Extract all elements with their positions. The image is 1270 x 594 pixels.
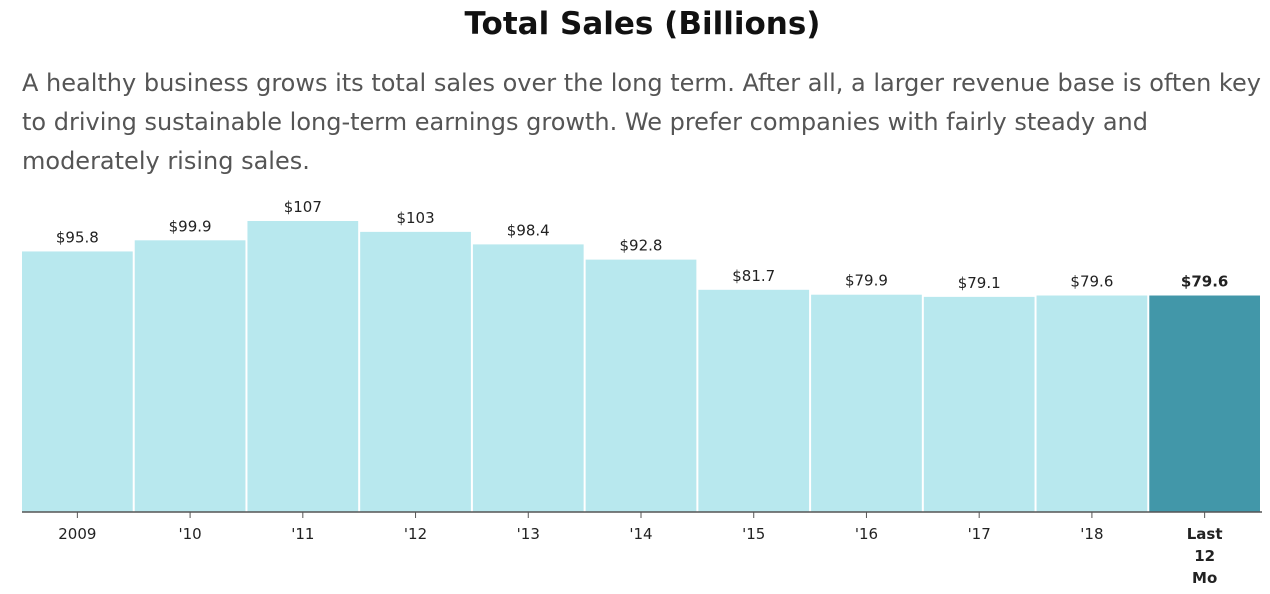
bar-0 <box>22 251 133 512</box>
bar-8 <box>923 296 1035 512</box>
x-tick-label-9: '18 <box>1080 525 1103 543</box>
bar-10 <box>1149 295 1260 512</box>
bar-value-label-1: $99.9 <box>169 217 212 235</box>
bar-9 <box>1036 295 1148 512</box>
chart-title: Total Sales (Billions) <box>464 6 821 42</box>
bar-value-label-2: $107 <box>284 198 322 216</box>
x-tick-label-6: '15 <box>742 525 765 543</box>
bar-value-label-7: $79.9 <box>845 272 888 290</box>
bar-value-label-3: $103 <box>396 209 434 227</box>
bar-value-label-8: $79.1 <box>958 274 1001 292</box>
x-tick-label-7: '16 <box>855 525 878 543</box>
bar-value-label-10: $79.6 <box>1181 273 1228 291</box>
bar-2 <box>247 221 359 512</box>
chart-subtitle: A healthy business grows its total sales… <box>22 69 1261 175</box>
x-tick-label-3: '12 <box>404 525 427 543</box>
bar-1 <box>134 240 246 513</box>
bar-6 <box>698 289 810 512</box>
x-tick-label-5: '14 <box>629 525 652 543</box>
bar-value-label-0: $95.8 <box>56 228 99 246</box>
bar-3 <box>360 231 471 512</box>
x-tick-label-1: '10 <box>178 525 201 543</box>
x-tick-label-2: '11 <box>291 525 314 543</box>
bar-value-label-9: $79.6 <box>1070 273 1113 291</box>
bar-value-label-6: $81.7 <box>732 267 775 285</box>
x-tick-label-4: '13 <box>517 525 540 543</box>
bar-value-label-4: $98.4 <box>507 221 550 239</box>
x-tick-label-8: '17 <box>968 525 991 543</box>
bar-4 <box>472 244 584 512</box>
x-tick-label-10: Last 12 Mo <box>1187 525 1223 587</box>
bar-7 <box>811 294 922 512</box>
bar-5 <box>585 259 697 512</box>
x-tick-label-0: 2009 <box>58 525 96 543</box>
bar-value-label-5: $92.8 <box>620 237 663 255</box>
